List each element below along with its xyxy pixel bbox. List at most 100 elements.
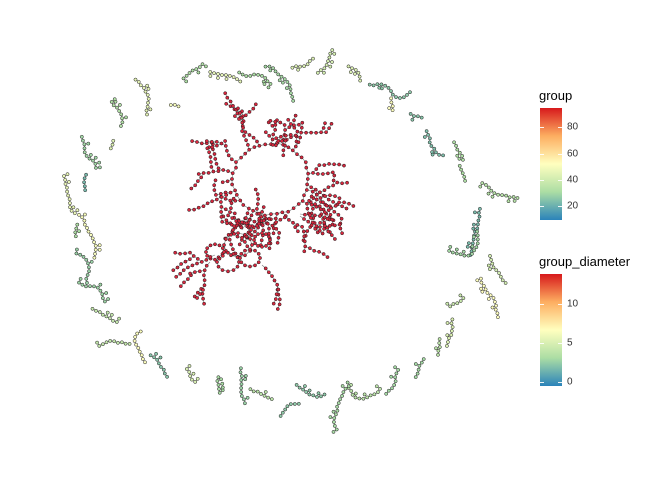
node [460,171,465,176]
node [97,310,102,314]
node [269,397,274,401]
node [136,346,141,350]
node [132,339,137,343]
node [301,387,305,392]
node [226,153,231,158]
node [90,236,95,241]
node [84,276,89,281]
node [394,95,398,99]
node [240,72,245,77]
node [256,260,261,265]
node [296,401,301,406]
node [224,101,229,106]
node [276,235,281,240]
legend-group-tick: 80 [567,121,579,133]
node [416,367,421,372]
node [243,401,247,406]
node [333,204,338,208]
node [65,189,69,194]
node [319,130,323,135]
node [133,335,138,339]
node [208,70,213,74]
node [341,390,346,394]
node [515,196,520,200]
node [300,120,305,125]
node [225,148,229,153]
node [460,154,465,158]
node [202,268,207,273]
node [336,212,341,217]
node [462,175,467,179]
node [492,191,497,196]
node [142,86,146,90]
node [488,254,492,258]
node [239,374,244,378]
node [455,147,460,152]
node [255,202,260,206]
node [222,243,226,247]
node [84,284,88,289]
node [329,233,334,237]
legend-group-diameter-body: 0 5 10 [539,274,630,388]
node [242,133,246,138]
node [257,216,262,221]
node [302,239,307,244]
node [195,140,199,144]
node [271,132,276,137]
node [193,380,198,384]
node [98,282,103,287]
node [100,292,105,297]
node [65,172,70,177]
node [229,206,233,211]
node [173,250,178,255]
node [436,348,441,353]
node [449,321,454,326]
node [120,120,125,125]
node [158,355,163,360]
node [63,178,68,182]
node [315,70,320,75]
node [511,195,516,199]
node [82,142,87,147]
node [448,304,453,309]
node [182,280,186,285]
node [210,199,214,204]
node [155,357,160,362]
node [353,395,358,400]
node [172,102,177,107]
node [318,214,322,218]
node [500,278,505,283]
node [148,107,153,112]
node [186,277,190,281]
node [480,289,485,294]
node [283,138,288,143]
node [223,196,228,201]
node [98,165,102,170]
node [328,64,333,69]
node [146,87,151,91]
node [343,386,348,391]
node [278,120,283,125]
node [244,138,248,143]
node [496,192,500,197]
node [262,218,266,223]
node [94,165,98,170]
node [205,201,210,206]
node [97,160,102,165]
node [326,208,331,213]
node [345,380,350,385]
node [184,73,189,78]
node [94,308,98,313]
node [154,351,158,356]
node [220,219,225,224]
node [337,200,341,205]
node [329,121,334,126]
node [230,177,234,181]
node [321,172,325,176]
node [280,210,285,215]
node [328,51,333,56]
node [332,420,336,424]
node [263,130,268,135]
node [95,340,99,345]
node [220,253,225,258]
